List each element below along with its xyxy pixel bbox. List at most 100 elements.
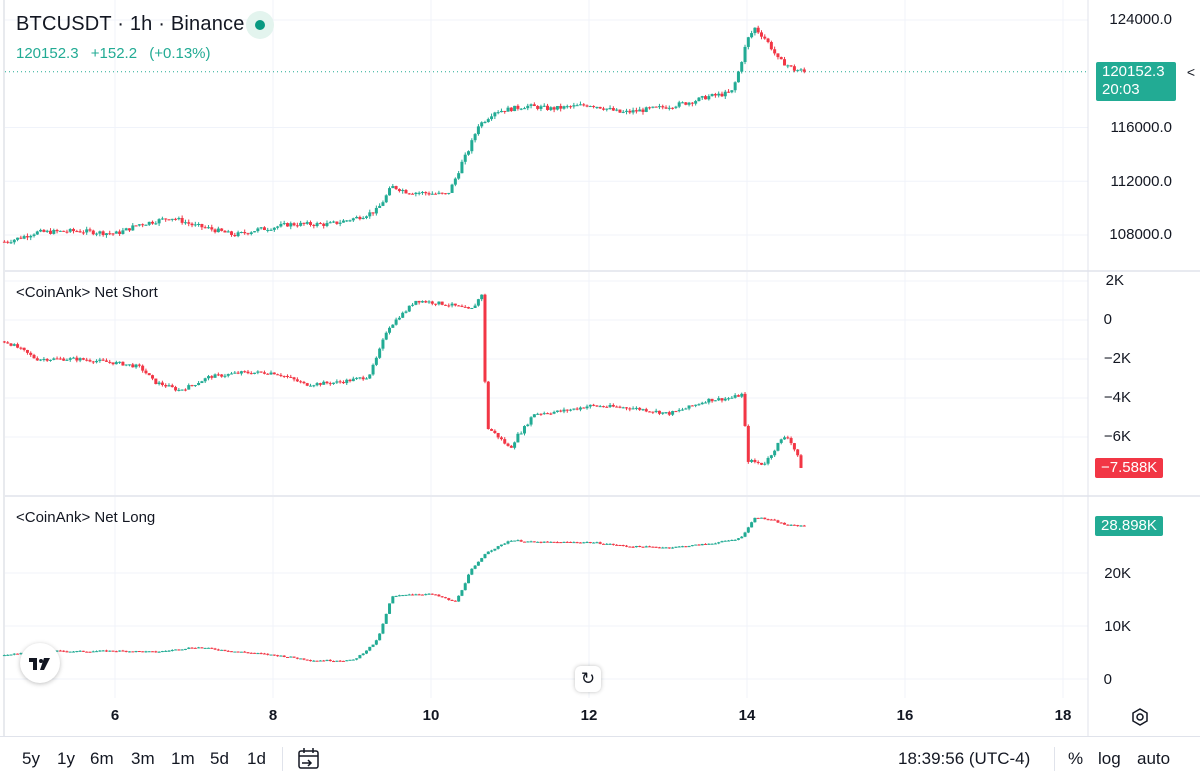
net-short-pane-label[interactable]: <CoinAnk> Net Short: [16, 284, 158, 301]
candle-body: [519, 433, 523, 435]
candle-body: [345, 379, 349, 384]
log-scale-toggle[interactable]: log: [1098, 749, 1121, 768]
range-button-5y[interactable]: 5y: [22, 749, 40, 768]
candle-body: [361, 377, 365, 380]
candle-body: [529, 541, 533, 543]
candle-body: [6, 654, 10, 656]
candle-body: [368, 212, 372, 217]
candle-body: [190, 385, 194, 387]
candle-body: [522, 541, 526, 543]
candle-body: [282, 655, 286, 657]
candle-body: [506, 107, 510, 112]
reset-rotate-icon[interactable]: ↻: [575, 666, 601, 692]
candle-body: [750, 522, 754, 528]
candle-body: [394, 595, 398, 597]
market-status-indicator[interactable]: [246, 11, 274, 39]
candle-body: [470, 140, 474, 152]
candle-body: [460, 161, 464, 174]
candle-body: [160, 651, 164, 653]
candle-body: [756, 461, 760, 463]
timezone-clock[interactable]: 18:39:56 (UTC-4): [898, 749, 1031, 768]
candle-body: [147, 373, 151, 376]
candle-body: [572, 105, 576, 107]
candle-body: [305, 222, 309, 224]
candle-body: [625, 110, 629, 112]
candle-body: [546, 105, 550, 110]
candle-body: [127, 651, 131, 653]
net-long-pane-label[interactable]: <CoinAnk> Net Long: [16, 509, 156, 526]
candle-body: [12, 653, 16, 655]
candle-body: [174, 218, 178, 220]
percent-scale-toggle[interactable]: %: [1068, 749, 1084, 768]
candle-body: [193, 647, 197, 649]
candle-body: [193, 385, 197, 387]
candle-body: [338, 381, 342, 383]
candle-body: [19, 237, 23, 239]
candle-body: [628, 546, 632, 548]
candle-body: [414, 594, 418, 596]
candle-body: [694, 404, 698, 406]
candle-body: [361, 217, 365, 220]
candle-body: [463, 154, 467, 162]
auto-scale-toggle[interactable]: auto: [1137, 749, 1171, 768]
candle-body: [210, 647, 214, 649]
range-button-3m[interactable]: 3m: [131, 749, 155, 768]
candle-body: [684, 546, 688, 548]
candle-body: [677, 546, 681, 548]
candle-body: [463, 306, 467, 308]
candle-body: [503, 543, 507, 545]
range-button-1y[interactable]: 1y: [57, 749, 75, 768]
candle-body: [6, 241, 10, 243]
candle-body: [542, 541, 546, 543]
candle-body: [397, 595, 401, 597]
tradingview-logo-icon[interactable]: [20, 643, 60, 683]
candle-body: [467, 307, 471, 309]
candle-body: [68, 358, 72, 360]
range-button-1d[interactable]: 1d: [247, 749, 266, 768]
candle-body: [697, 97, 701, 102]
range-button-1m[interactable]: 1m: [171, 749, 195, 768]
last-price-tag: 120152.3 20:03: [1096, 62, 1176, 101]
candle-body: [187, 385, 191, 390]
candle-body: [572, 542, 576, 544]
candle-body: [546, 541, 550, 543]
range-button-6m[interactable]: 6m: [90, 749, 114, 768]
collapse-chevron-icon[interactable]: <: [1186, 64, 1196, 80]
candle-body: [108, 361, 112, 363]
candle-body: [638, 109, 642, 112]
settings-icon[interactable]: [1130, 707, 1150, 727]
candle-body: [555, 542, 559, 544]
candle-body: [127, 228, 131, 231]
candle-body: [654, 410, 658, 412]
candle-body: [651, 546, 655, 548]
candle-body: [98, 359, 102, 361]
candle-body: [355, 377, 359, 379]
candle-body: [720, 541, 724, 543]
candle-body: [776, 442, 780, 451]
candle-body: [522, 426, 526, 434]
candle-body: [802, 69, 806, 72]
candle-body: [799, 525, 803, 527]
candle-body: [170, 218, 174, 220]
range-button-5d[interactable]: 5d: [210, 749, 229, 768]
symbol-title[interactable]: BTCUSDT · 1h · Binance: [16, 13, 245, 35]
candle-body: [91, 651, 95, 653]
candle-body: [85, 359, 89, 361]
candle-body: [730, 397, 734, 399]
time-axis-tick: 6: [110, 707, 120, 724]
candle-body: [569, 409, 573, 411]
candle-body: [141, 651, 145, 653]
candle-body: [783, 59, 787, 66]
candle-body: [325, 381, 329, 384]
candle-body: [137, 224, 141, 226]
candle-body: [420, 192, 424, 194]
candle-body: [417, 192, 421, 194]
candle-body: [493, 548, 497, 551]
candle-body: [625, 545, 629, 547]
calendar-goto-icon[interactable]: [296, 746, 322, 772]
candle-body: [223, 230, 227, 233]
candle-body: [401, 312, 405, 318]
candle-body: [690, 102, 694, 104]
candle-body: [756, 517, 760, 519]
